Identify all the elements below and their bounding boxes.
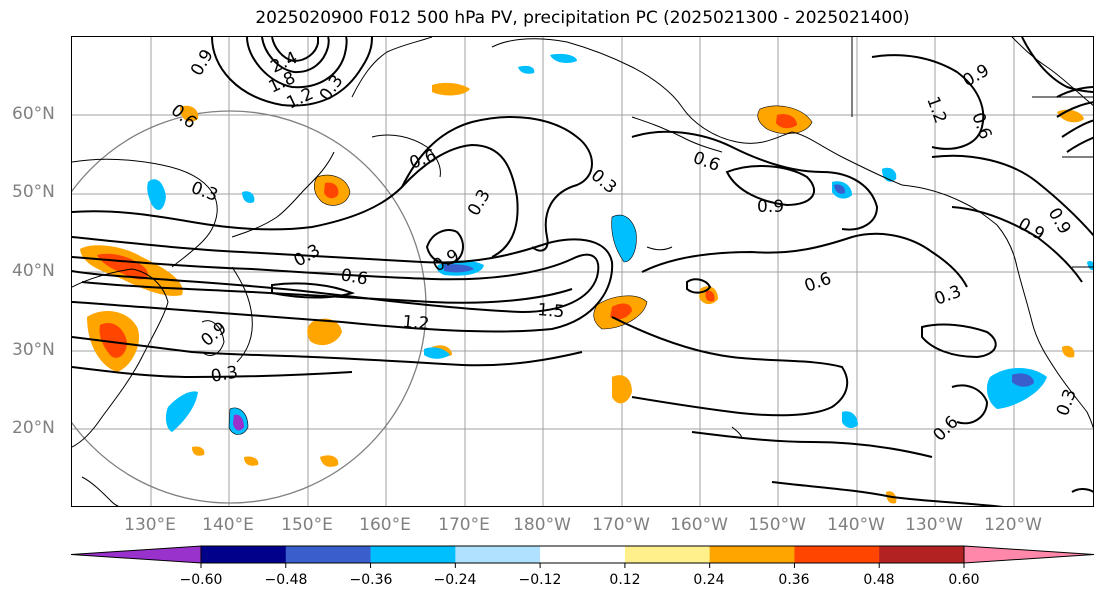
- colorbar-swatch: [370, 546, 456, 563]
- lat-label-60n: 60°N: [12, 104, 55, 124]
- contour-label: 0.6: [690, 148, 722, 176]
- colorbar-swatch: [794, 546, 880, 563]
- contour-label: 0.3: [932, 282, 964, 310]
- map-title: 2025020900 F012 500 hPa PV, precipitatio…: [255, 8, 910, 28]
- contour-label: 0.9: [960, 60, 993, 91]
- colorbar-tick-label: −0.36: [349, 572, 393, 588]
- lon-label-150e: 150°E: [281, 515, 333, 535]
- contour-label: 1.2: [922, 94, 950, 126]
- colorbar-tick-label: −0.24: [433, 572, 477, 588]
- contour-label: 0.9: [197, 318, 231, 351]
- contour-label: 0.3: [209, 363, 239, 387]
- colorbar-extend-min: [70, 545, 202, 564]
- contour-label: 0.6: [929, 412, 962, 445]
- lon-label-140w: 140°W: [827, 515, 885, 535]
- contour-label: 0.3: [464, 186, 495, 219]
- colorbar-tick-label: 0.60: [948, 572, 980, 588]
- lon-label-150w: 150°W: [748, 515, 806, 535]
- precip-patches: [80, 53, 1093, 504]
- lat-label-40n: 40°N: [12, 261, 55, 281]
- colorbar-swatches: [70, 545, 1095, 564]
- contour-label: 0.6: [407, 146, 439, 174]
- contour-label: 0.3: [1053, 386, 1081, 418]
- map-panel: 2.4 1.8 1.2 0.9 0.6 0.3 0.3 0.6 0.3 0.9 …: [71, 36, 1094, 507]
- range-circle: [72, 110, 427, 504]
- colorbar-swatch: [540, 546, 626, 563]
- precip-patch-outlines: [228, 105, 813, 435]
- precip-negative-patches: [147, 53, 1093, 435]
- lat-label-50n: 50°N: [12, 182, 55, 202]
- colorbar-tick-label: −0.60: [179, 572, 223, 588]
- contour-label: 0.6: [802, 269, 834, 297]
- lon-label-130w: 130°W: [905, 515, 963, 535]
- lat-label-20n: 20°N: [12, 418, 55, 438]
- contour-label: 0.3: [316, 71, 348, 105]
- colorbar-tick-label: −0.48: [264, 572, 308, 588]
- lon-label-160w: 160°W: [670, 515, 728, 535]
- contour-label: 0.6: [339, 265, 369, 289]
- colorbar-swatch: [624, 546, 711, 563]
- colorbar-swatch: [285, 546, 372, 563]
- coastlines: [72, 37, 1093, 506]
- lon-label-170w: 170°W: [592, 515, 650, 535]
- contour-label: 1.5: [537, 300, 566, 322]
- contour-label: 0.3: [188, 178, 220, 206]
- colorbar-swatch: [709, 546, 795, 563]
- map-svg: 2.4 1.8 1.2 0.9 0.6 0.3 0.3 0.6 0.3 0.9 …: [72, 37, 1093, 506]
- contour-label: 0.6: [167, 101, 201, 134]
- graticule: [72, 37, 1093, 506]
- lon-label-120w: 120°W: [984, 515, 1042, 535]
- colorbar: [70, 545, 1095, 568]
- contour-label: 0.3: [291, 240, 324, 271]
- colorbar-tick-label: 0.12: [609, 572, 641, 588]
- colorbar-tick-label: 0.36: [778, 572, 810, 588]
- lat-label-30n: 30°N: [12, 340, 55, 360]
- precip-positive-patches: [80, 82, 1084, 504]
- pv-contours: [72, 37, 1093, 506]
- colorbar-tick-label: −0.12: [518, 572, 562, 588]
- contour-label: 0.9: [757, 197, 784, 217]
- lon-label-180w: 180°W: [513, 515, 571, 535]
- lon-label-160e: 160°E: [359, 515, 411, 535]
- lon-label-130e: 130°E: [124, 515, 176, 535]
- contour-label: 1.2: [402, 312, 431, 334]
- lon-label-140e: 140°E: [202, 515, 254, 535]
- colorbar-swatch: [455, 546, 541, 563]
- colorbar-extend-max: [963, 545, 1095, 564]
- colorbar-tick-marks: [200, 563, 965, 568]
- colorbar-tick-label: 0.24: [693, 572, 725, 588]
- colorbar-swatch: [201, 546, 287, 563]
- lon-label-170e: 170°E: [438, 515, 490, 535]
- contour-label: 0.9: [1015, 214, 1048, 245]
- colorbar-tick-label: 0.48: [863, 572, 895, 588]
- colorbar-swatch: [879, 546, 965, 563]
- colorbar-border: [200, 545, 965, 564]
